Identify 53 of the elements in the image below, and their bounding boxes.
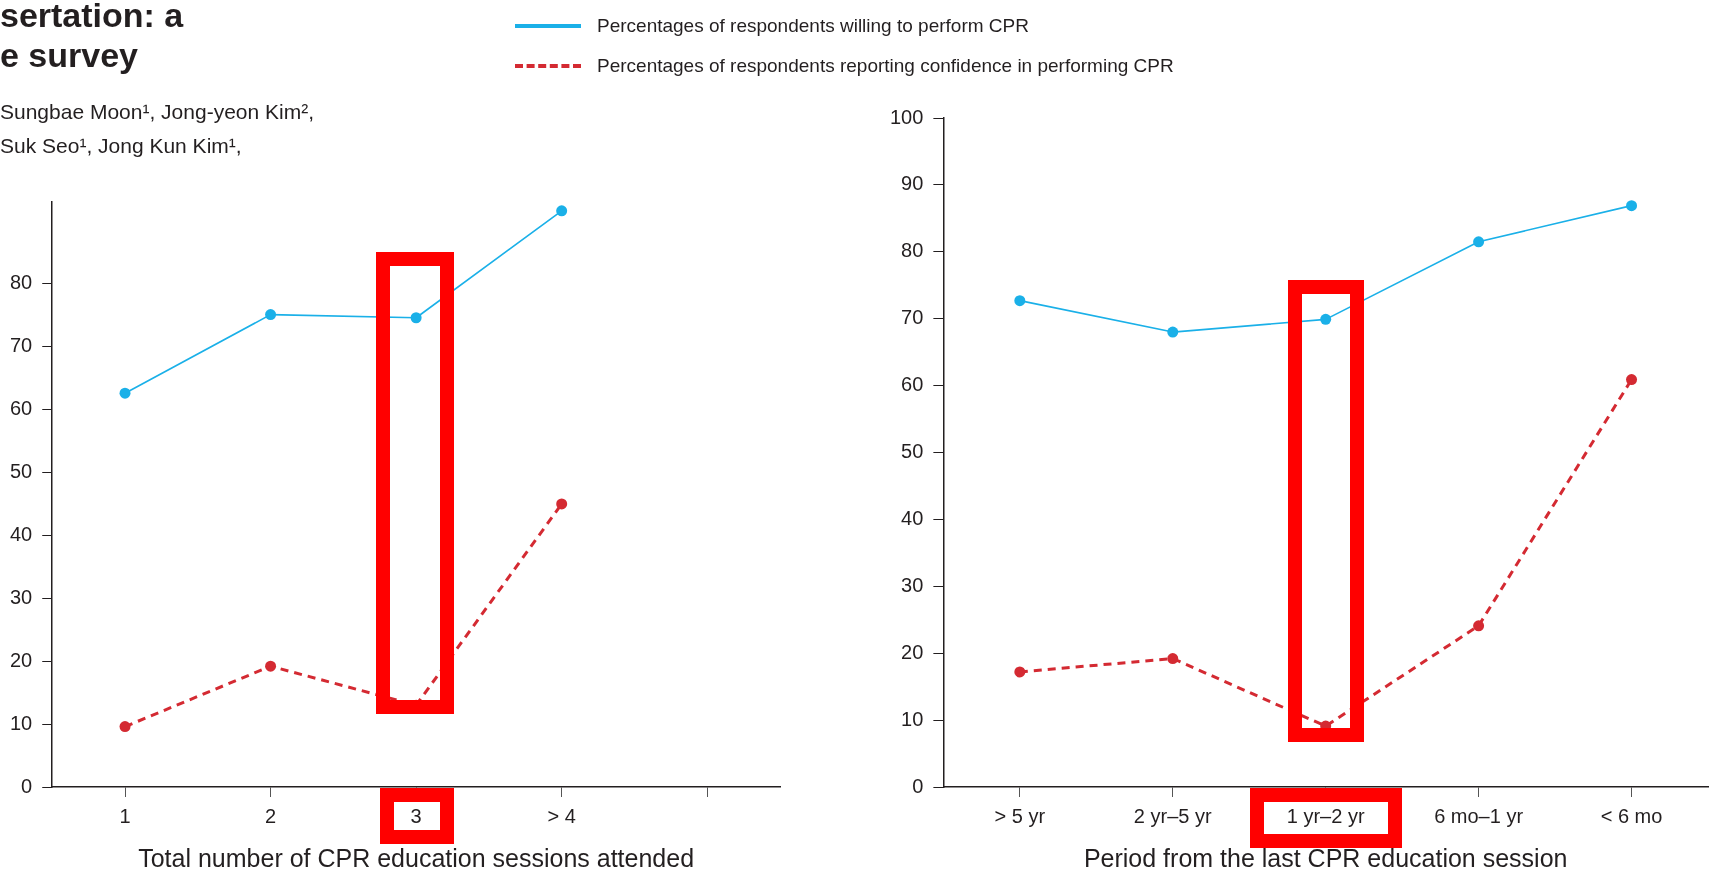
point	[1473, 620, 1485, 632]
x-tick-label: < 6 mo	[1600, 804, 1663, 827]
y-tick-label: 40	[901, 506, 924, 529]
y-tick-label: 80	[10, 271, 33, 294]
y-tick-label: 10	[10, 711, 33, 734]
point	[1320, 313, 1332, 325]
point	[265, 660, 277, 672]
x-tick-label: 6 mo–1 yr	[1434, 804, 1524, 827]
point	[1167, 653, 1179, 665]
y-tick-label: 10	[901, 707, 924, 730]
point	[1167, 326, 1179, 338]
point	[1626, 374, 1638, 386]
legend-label: Percentages of respondents reporting confidence in performing CPR	[597, 55, 1174, 77]
y-tick-label: 0	[21, 774, 33, 797]
y-tick-label: 30	[901, 573, 924, 596]
point	[556, 498, 568, 510]
y-tick-label: 20	[10, 648, 33, 671]
x-tick-label: > 5 yr	[994, 804, 1046, 827]
point	[1473, 236, 1485, 248]
x-axis-title: Period from the last CPR education session	[1083, 843, 1568, 872]
point	[119, 721, 131, 733]
x-tick-label: 2 yr–5 yr	[1133, 804, 1212, 827]
point	[1626, 200, 1638, 212]
y-tick-label: 70	[10, 334, 33, 357]
x-tick-label: 1 yr–2 yr	[1286, 804, 1365, 827]
y-tick-label: 60	[901, 373, 924, 396]
point	[556, 205, 568, 217]
y-tick-label: 20	[901, 640, 924, 663]
x-axis-title: Total number of CPR education sessions attended	[138, 843, 695, 872]
y-tick-label: 50	[901, 440, 924, 463]
x-tick-label: > 4	[547, 804, 576, 827]
y-tick-label: 40	[10, 522, 33, 545]
point	[410, 312, 422, 324]
text: sertation: a	[0, 0, 184, 35]
y-tick-label: 30	[10, 585, 33, 608]
x-tick-label: 2	[265, 804, 277, 827]
y-tick-label: 100	[889, 105, 924, 128]
point	[1014, 666, 1026, 678]
x-tick-label: 1	[119, 804, 131, 827]
legend-label: Percentages of respondents willing to perform CPR	[597, 15, 1029, 37]
text: e survey	[0, 36, 138, 75]
point	[265, 309, 277, 321]
y-tick-label: 70	[901, 306, 924, 329]
y-tick-label: 0	[912, 774, 924, 797]
y-tick-label: 80	[901, 239, 924, 262]
point	[119, 387, 131, 399]
point	[1014, 295, 1026, 307]
y-tick-label: 60	[10, 397, 33, 420]
y-tick-label: 50	[10, 460, 33, 482]
text: Suk Seo¹, Jong Kun Kim¹,	[0, 134, 242, 158]
text: Sungbae Moon¹, Jong-yeon Kim²,	[0, 100, 315, 124]
y-tick-label: 90	[901, 172, 924, 195]
x-tick-label: 3	[410, 804, 422, 827]
